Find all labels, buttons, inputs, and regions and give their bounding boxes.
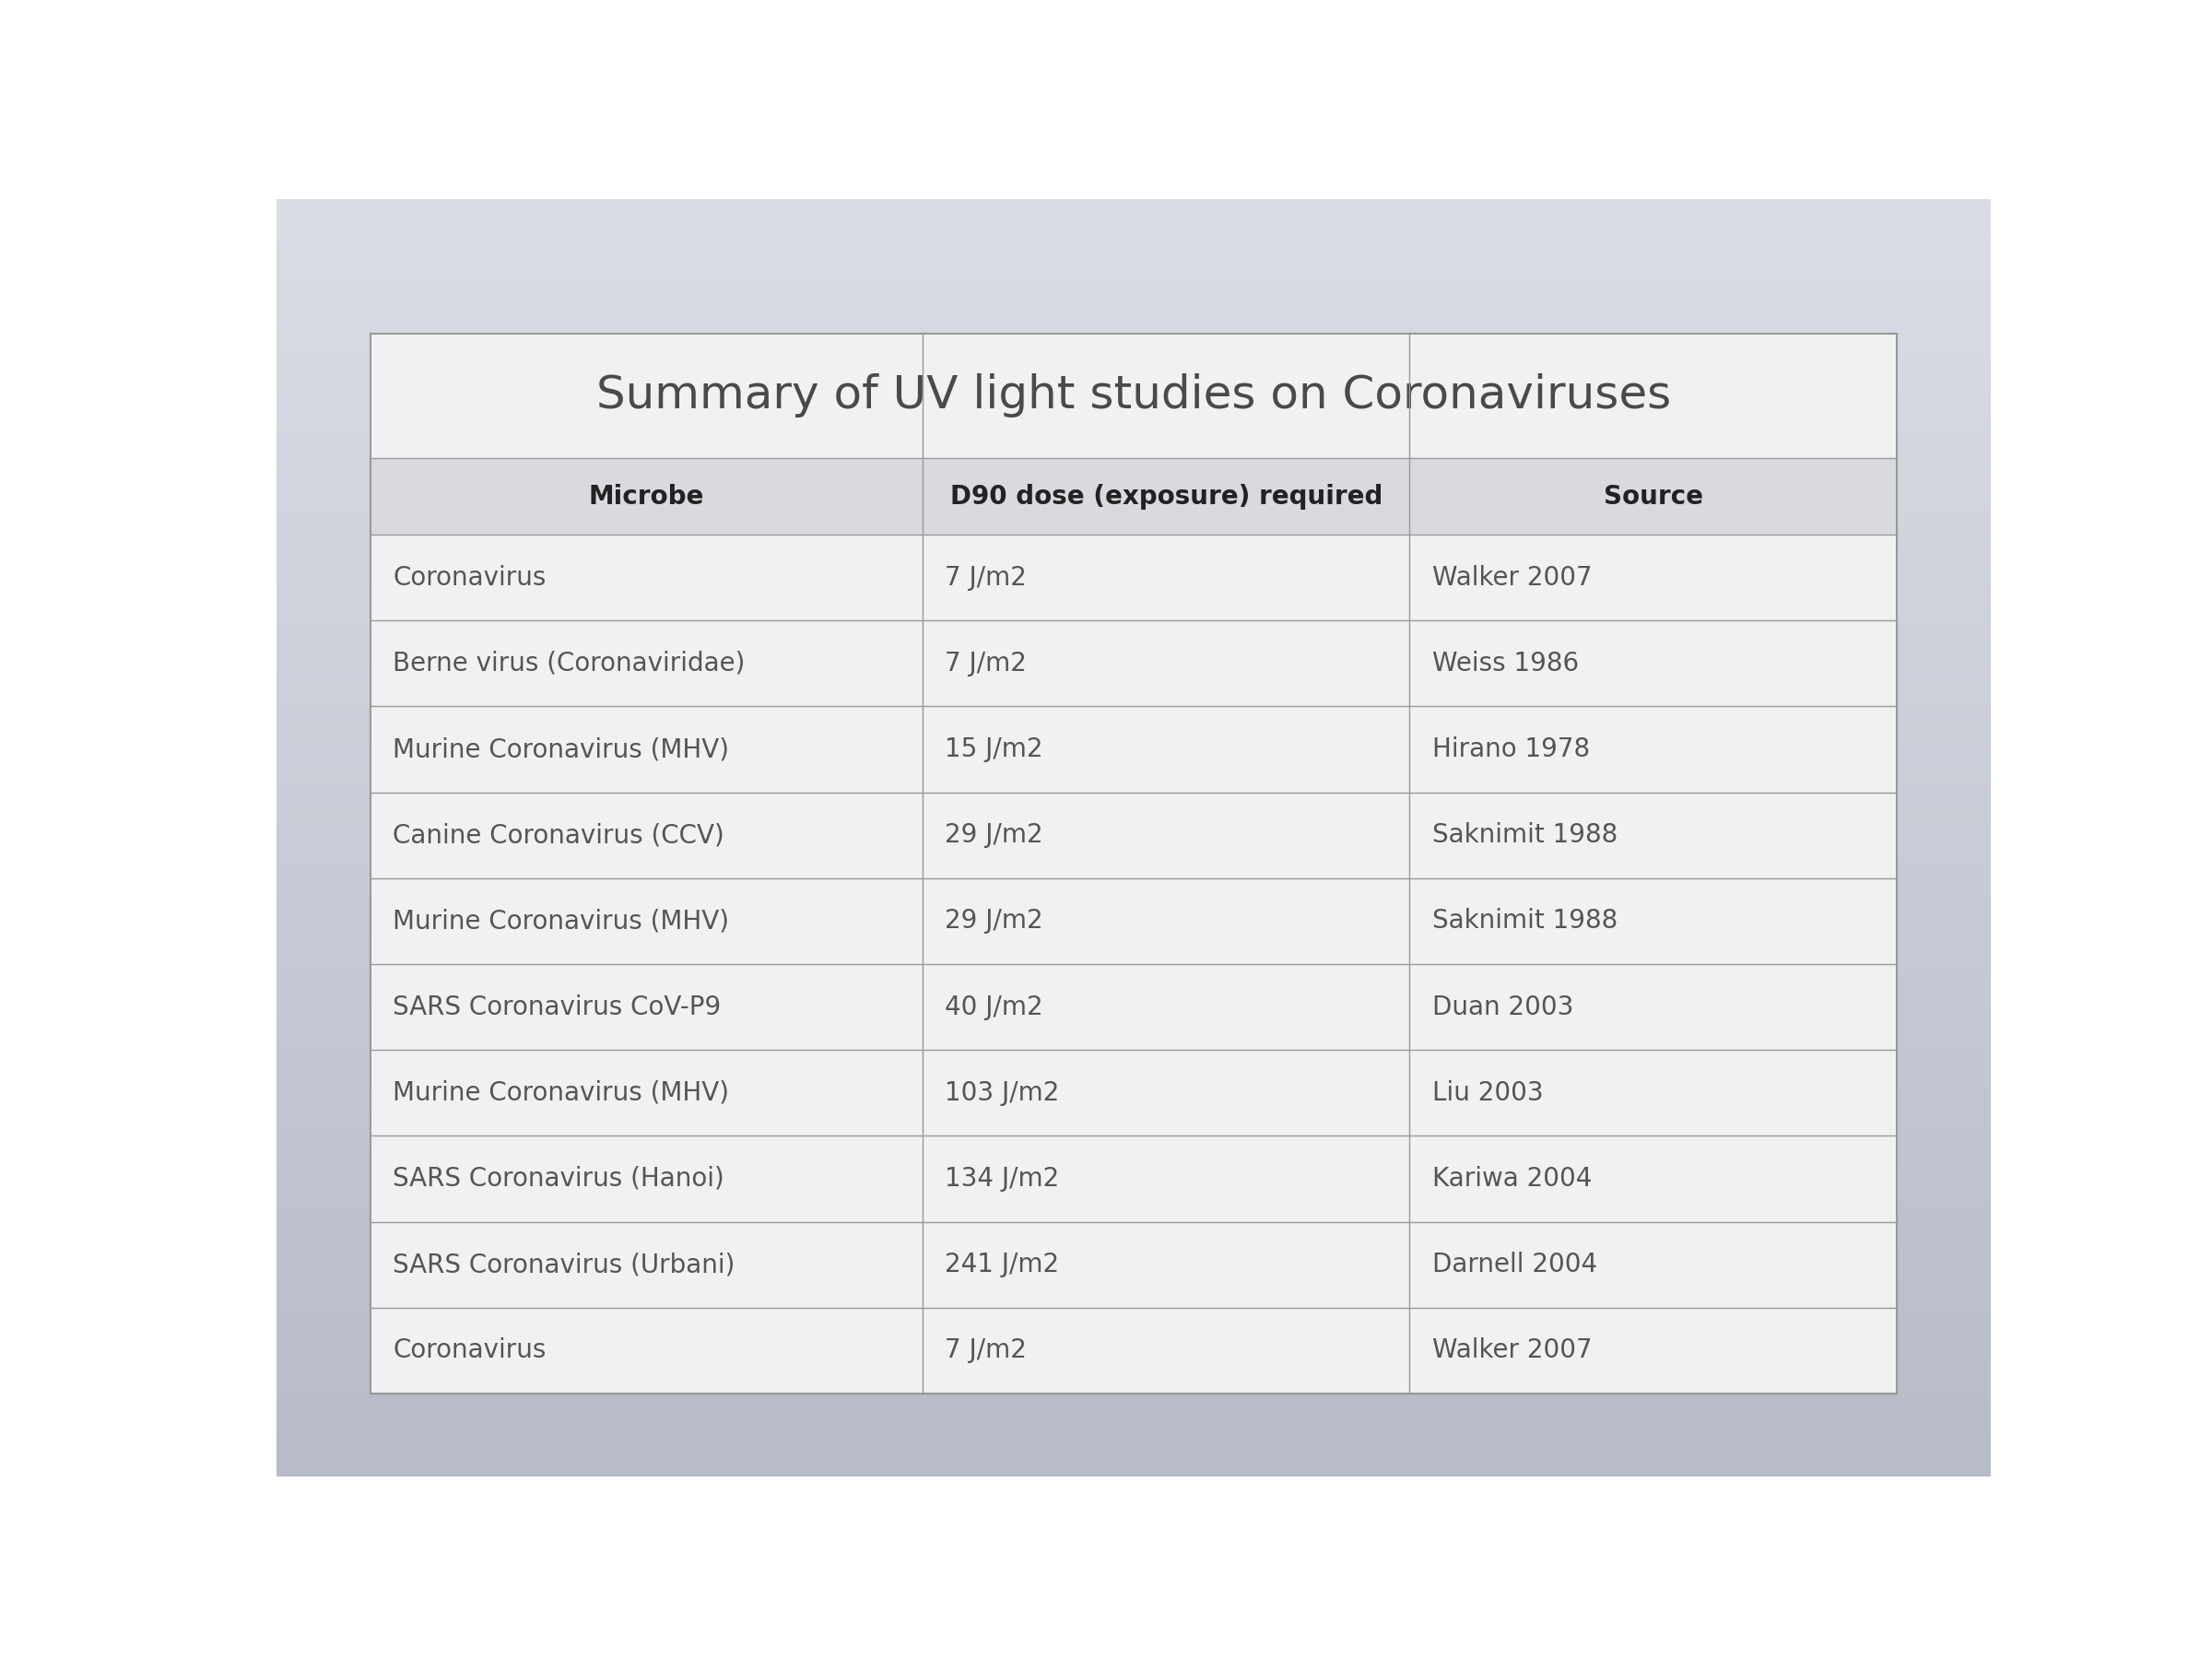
Text: Murine Coronavirus (MHV): Murine Coronavirus (MHV): [394, 737, 730, 761]
Bar: [372, 333, 1896, 1394]
Text: 7 J/m2: 7 J/m2: [945, 650, 1026, 677]
Text: Hirano 1978: Hirano 1978: [1431, 737, 1590, 761]
Text: 134 J/m2: 134 J/m2: [945, 1166, 1060, 1191]
Text: Coronavirus: Coronavirus: [394, 564, 546, 591]
Text: D90 dose (exposure) required: D90 dose (exposure) required: [949, 483, 1382, 509]
Text: Darnell 2004: Darnell 2004: [1431, 1253, 1597, 1277]
Text: 7 J/m2: 7 J/m2: [945, 564, 1026, 591]
Text: 7 J/m2: 7 J/m2: [945, 1337, 1026, 1364]
Text: Walker 2007: Walker 2007: [1431, 564, 1593, 591]
Text: Liu 2003: Liu 2003: [1431, 1080, 1544, 1107]
Text: Berne virus (Coronaviridae): Berne virus (Coronaviridae): [394, 650, 745, 677]
Text: Murine Coronavirus (MHV): Murine Coronavirus (MHV): [394, 907, 730, 934]
Text: Kariwa 2004: Kariwa 2004: [1431, 1166, 1593, 1191]
Text: Summary of UV light studies on Coronaviruses: Summary of UV light studies on Coronavir…: [597, 373, 1670, 418]
Text: Walker 2007: Walker 2007: [1431, 1337, 1593, 1364]
Text: Duan 2003: Duan 2003: [1431, 994, 1573, 1020]
Bar: [372, 458, 1896, 534]
Text: 29 J/m2: 29 J/m2: [945, 823, 1044, 848]
Text: SARS Coronavirus CoV-P9: SARS Coronavirus CoV-P9: [394, 994, 721, 1020]
Bar: [372, 333, 1896, 1394]
Text: 40 J/m2: 40 J/m2: [945, 994, 1044, 1020]
Text: Source: Source: [1604, 483, 1703, 509]
Text: Microbe: Microbe: [588, 483, 703, 509]
Text: Saknimit 1988: Saknimit 1988: [1431, 907, 1617, 934]
Text: SARS Coronavirus (Urbani): SARS Coronavirus (Urbani): [394, 1253, 734, 1277]
Text: Weiss 1986: Weiss 1986: [1431, 650, 1579, 677]
Text: 103 J/m2: 103 J/m2: [945, 1080, 1060, 1107]
Text: 29 J/m2: 29 J/m2: [945, 907, 1044, 934]
Text: Canine Coronavirus (CCV): Canine Coronavirus (CCV): [394, 823, 726, 848]
Text: 15 J/m2: 15 J/m2: [945, 737, 1044, 761]
Bar: [372, 333, 1896, 458]
Text: Murine Coronavirus (MHV): Murine Coronavirus (MHV): [394, 1080, 730, 1107]
Text: Coronavirus: Coronavirus: [394, 1337, 546, 1364]
Text: 241 J/m2: 241 J/m2: [945, 1253, 1060, 1277]
Text: Saknimit 1988: Saknimit 1988: [1431, 823, 1617, 848]
Text: SARS Coronavirus (Hanoi): SARS Coronavirus (Hanoi): [394, 1166, 726, 1191]
